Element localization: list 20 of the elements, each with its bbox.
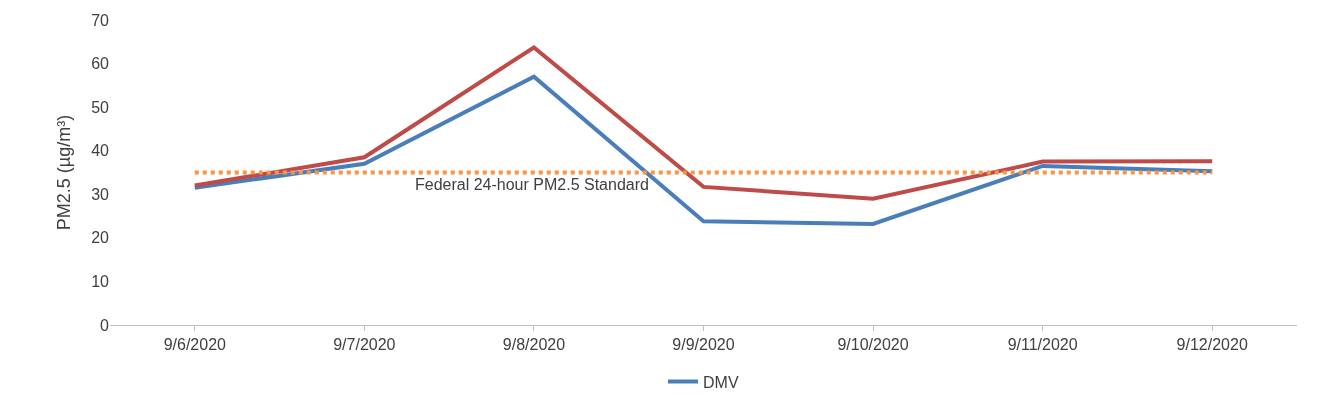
y-tick-label: 70 [91,11,110,29]
x-tick-label: 9/10/2020 [837,336,909,354]
x-tick-label: 9/12/2020 [1176,336,1248,354]
y-tick-label: 30 [91,185,110,203]
y-tick-label: 20 [91,229,110,247]
line-series [192,45,1215,201]
ref-line-label: Federal 24-hour PM2.5 Standard [415,176,649,193]
x-tick-label: 9/9/2020 [672,336,735,354]
y-tick-label: 50 [91,98,110,116]
line-series [192,74,1215,226]
y-tick-label: 60 [91,55,110,73]
legend-label: DMV [703,373,739,391]
x-tick-label: 9/7/2020 [333,336,396,354]
y-tick-label: 10 [91,273,110,291]
y-tick-label: 0 [100,316,110,334]
y-axis-title: PM2.5 (µg/m³) [54,114,75,231]
x-tick-label: 9/11/2020 [1007,336,1078,354]
x-tick-label: 9/8/2020 [502,336,566,354]
y-tick-label: 40 [91,142,110,160]
x-tick-label: 9/6/2020 [163,336,227,354]
